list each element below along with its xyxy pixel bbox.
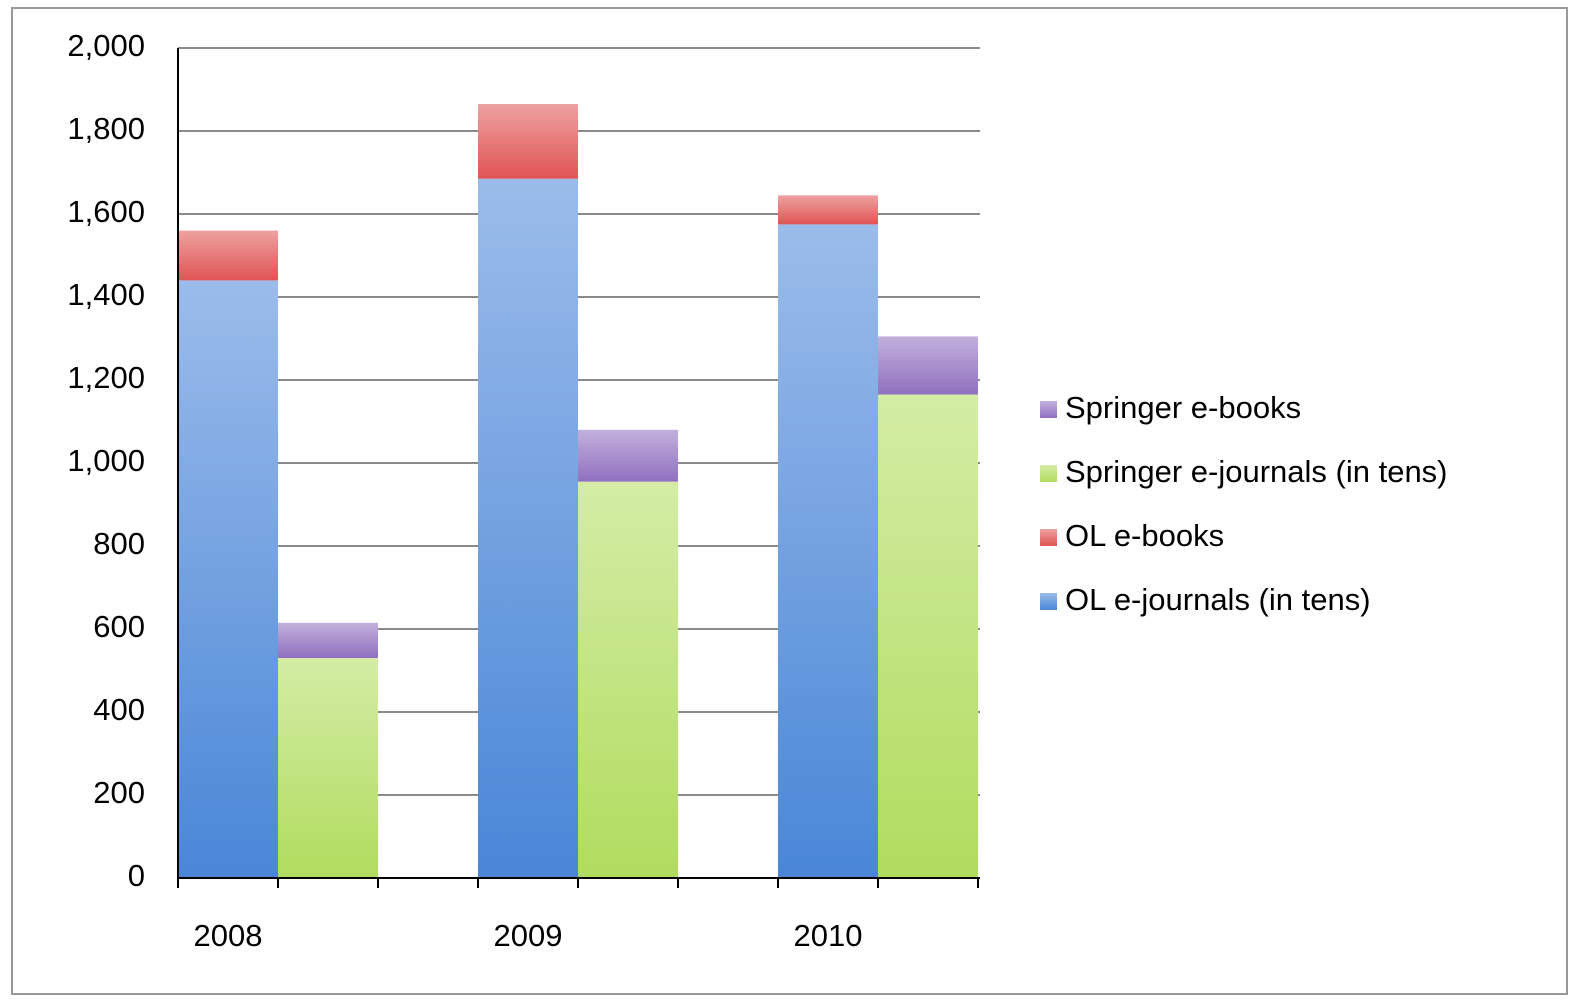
bar-segment <box>878 394 978 878</box>
y-tick-label: 1,400 <box>67 277 145 312</box>
y-tick-label: 1,000 <box>67 443 145 478</box>
legend-swatch <box>1040 465 1057 482</box>
legend-label: Springer e-journals (in tens) <box>1065 454 1448 489</box>
y-tick-label: 800 <box>93 526 145 561</box>
bar-segment <box>778 195 878 225</box>
x-tick-label: 2008 <box>194 918 263 953</box>
bar-segment <box>478 178 578 879</box>
legend-label: OL e-journals (in tens) <box>1065 582 1371 617</box>
y-tick-label: 1,800 <box>67 111 145 146</box>
bar-segment <box>878 336 978 395</box>
bar-segment <box>178 230 278 281</box>
legend-label: OL e-books <box>1065 518 1224 553</box>
y-tick-label: 1,200 <box>67 360 145 395</box>
bar-segment <box>478 104 578 179</box>
bar-segment <box>178 280 278 878</box>
bar-segment <box>778 224 878 878</box>
bar-segment <box>578 429 678 482</box>
y-tick-label: 200 <box>93 775 145 810</box>
bar-segment <box>578 481 678 878</box>
x-tick-label: 2010 <box>794 918 863 953</box>
bar-segment <box>278 622 378 659</box>
x-tick-label: 2009 <box>494 918 563 953</box>
y-tick-label: 400 <box>93 692 145 727</box>
legend-swatch <box>1040 401 1057 418</box>
y-tick-label: 2,000 <box>67 28 145 63</box>
y-tick-label: 1,600 <box>67 194 145 229</box>
y-tick-label: 0 <box>128 858 145 893</box>
legend-swatch <box>1040 593 1057 610</box>
legend-swatch <box>1040 529 1057 546</box>
y-tick-label: 600 <box>93 609 145 644</box>
bar-segment <box>278 658 378 878</box>
legend-label: Springer e-books <box>1065 390 1301 425</box>
